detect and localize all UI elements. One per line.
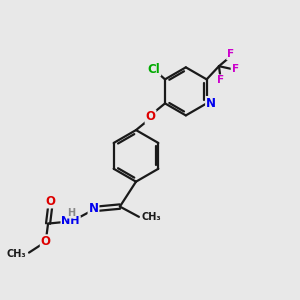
Text: N: N	[206, 97, 216, 110]
Text: F: F	[217, 75, 224, 85]
Text: Cl: Cl	[148, 63, 160, 76]
Text: N: N	[88, 202, 98, 215]
Text: H: H	[67, 208, 75, 218]
Text: F: F	[232, 64, 238, 74]
Text: CH₃: CH₃	[141, 212, 161, 222]
Text: CH₃: CH₃	[7, 249, 26, 259]
Text: O: O	[45, 194, 56, 208]
Text: F: F	[227, 50, 234, 59]
Text: O: O	[146, 110, 155, 123]
Text: O: O	[41, 235, 51, 248]
Text: NH: NH	[61, 216, 80, 226]
